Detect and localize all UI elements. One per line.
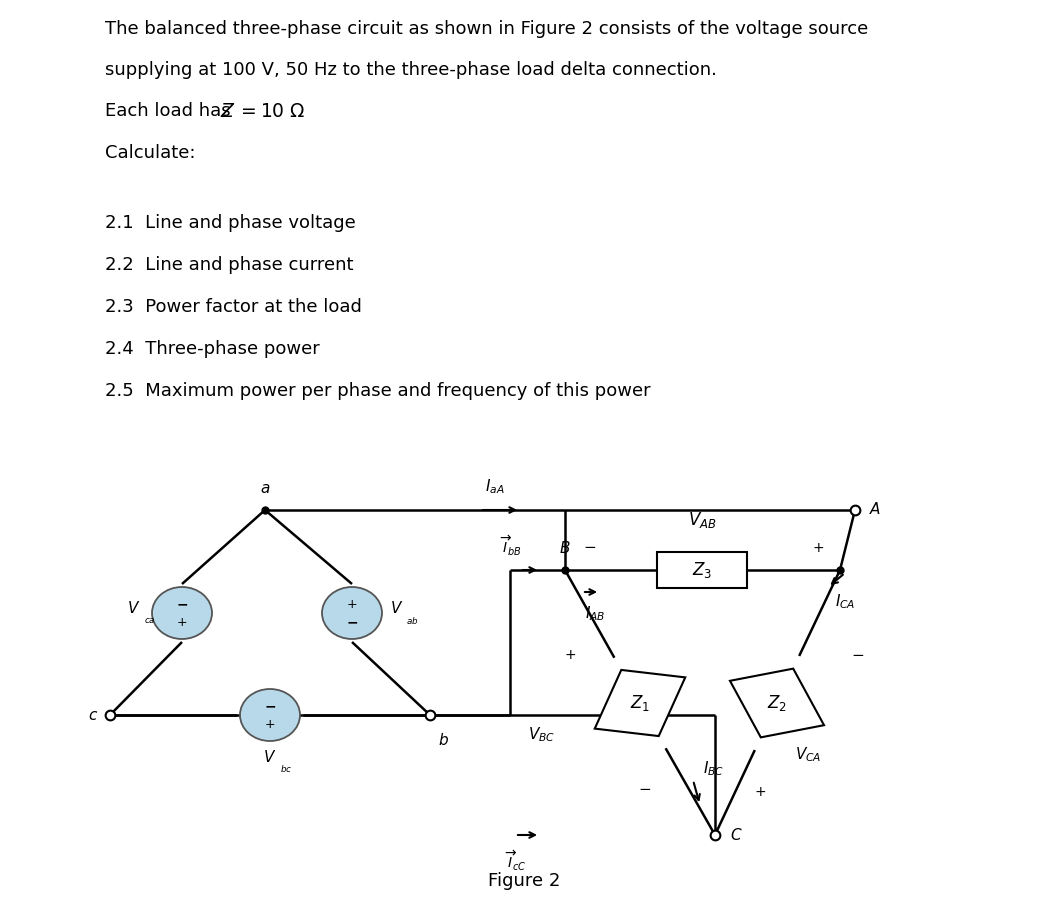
Text: Figure 2: Figure 2 <box>488 872 560 890</box>
Text: $I_{CA}$: $I_{CA}$ <box>835 592 856 611</box>
Text: −: − <box>639 783 651 797</box>
Text: Calculate:: Calculate: <box>105 144 195 162</box>
Text: $V_{BC}$: $V_{BC}$ <box>528 725 555 744</box>
Text: 2.1  Line and phase voltage: 2.1 Line and phase voltage <box>105 214 356 232</box>
Text: $V_{AB}$: $V_{AB}$ <box>688 510 716 530</box>
Text: The balanced three-phase circuit as shown in Figure 2 consists of the voltage so: The balanced three-phase circuit as show… <box>105 20 869 38</box>
Ellipse shape <box>240 689 300 741</box>
Ellipse shape <box>152 587 212 639</box>
Text: Each load has: Each load has <box>105 102 236 120</box>
Text: c: c <box>88 707 97 723</box>
Text: $I_{BC}$: $I_{BC}$ <box>703 759 724 778</box>
Text: −: − <box>176 597 188 611</box>
FancyBboxPatch shape <box>657 552 747 588</box>
Text: +: + <box>346 598 358 611</box>
Text: $\overrightarrow{I}_{cC}$: $\overrightarrow{I}_{cC}$ <box>505 849 527 873</box>
Text: a: a <box>260 481 270 496</box>
Text: −: − <box>346 615 358 629</box>
Text: A: A <box>870 502 880 518</box>
Text: 2.2  Line and phase current: 2.2 Line and phase current <box>105 256 354 274</box>
Text: C: C <box>730 827 741 843</box>
Text: $V$: $V$ <box>390 600 404 616</box>
Text: $Z_1$: $Z_1$ <box>630 693 650 713</box>
Text: 2.4  Three-phase power: 2.4 Three-phase power <box>105 340 320 359</box>
Text: 2.3  Power factor at the load: 2.3 Power factor at the load <box>105 298 362 316</box>
Text: +: + <box>564 648 576 662</box>
Text: B: B <box>560 541 571 556</box>
Text: $_{ca}$: $_{ca}$ <box>144 612 156 625</box>
Text: $Z_3$: $Z_3$ <box>692 560 712 580</box>
Text: $I_{AB}$: $I_{AB}$ <box>585 604 605 622</box>
Polygon shape <box>730 669 825 737</box>
Text: −: − <box>583 541 597 555</box>
Text: $_{bc}$: $_{bc}$ <box>280 761 293 774</box>
Ellipse shape <box>322 587 382 639</box>
Text: $V$: $V$ <box>263 749 277 765</box>
Text: $= 10\ \Omega$: $= 10\ \Omega$ <box>237 102 305 121</box>
Text: −: − <box>852 648 864 662</box>
Text: $_{ab}$: $_{ab}$ <box>406 612 419 625</box>
Text: +: + <box>264 717 275 731</box>
Text: $V$: $V$ <box>127 600 141 616</box>
Text: $\mathit{Z}$: $\mathit{Z}$ <box>220 102 236 121</box>
Text: supplying at 100 V, 50 Hz to the three-phase load delta connection.: supplying at 100 V, 50 Hz to the three-p… <box>105 61 716 79</box>
Text: $V_{CA}$: $V_{CA}$ <box>795 745 821 764</box>
Text: +: + <box>176 615 188 629</box>
Text: $\overrightarrow{I}_{bB}$: $\overrightarrow{I}_{bB}$ <box>500 534 521 558</box>
Text: $Z_2$: $Z_2$ <box>767 693 787 713</box>
Text: +: + <box>754 785 766 799</box>
Polygon shape <box>595 670 685 736</box>
Text: 2.5  Maximum power per phase and frequency of this power: 2.5 Maximum power per phase and frequenc… <box>105 382 650 400</box>
Text: $I_{aA}$: $I_{aA}$ <box>485 478 505 496</box>
Text: b: b <box>438 733 448 748</box>
Text: +: + <box>812 541 823 555</box>
Text: −: − <box>264 699 276 713</box>
